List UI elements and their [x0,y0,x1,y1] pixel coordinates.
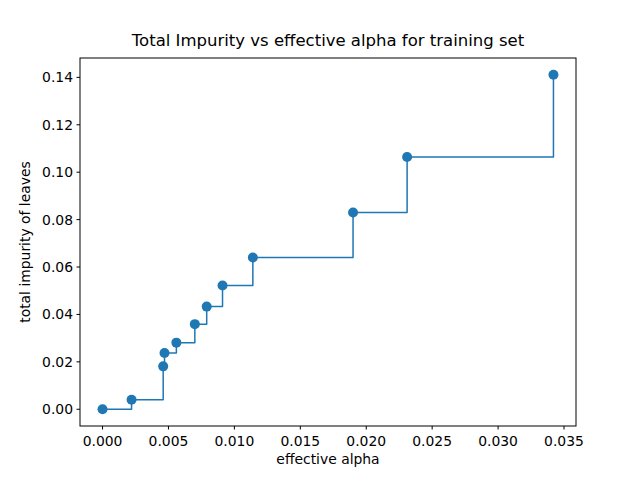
chart-canvas: 0.000 0.005 0.010 0.015 0.020 0.025 0.030 0.035… [0,0,640,480]
x-axis-label: effective alpha [276,451,379,467]
data-point-marker [348,207,358,217]
y-tick-label: 0.04 [42,306,73,322]
data-point-marker [202,302,212,312]
x-tick-label: 0.015 [280,433,320,449]
data-point-marker [548,70,558,80]
data-point-marker [98,404,108,414]
data-point-marker [218,281,228,291]
x-tick-label: 0.025 [412,433,452,449]
y-tick-label: 0.14 [42,69,73,85]
x-tick-label: 0.035 [544,433,584,449]
y-tick-label: 0.06 [42,259,73,275]
data-point-marker [160,348,170,358]
plot-area: 0.000 0.005 0.010 0.015 0.020 0.025 0.030 0.035… [42,58,584,449]
y-axis-label: total impurity of leaves [17,161,33,323]
y-tick-label: 0.00 [42,401,73,417]
y-tick-label: 0.10 [42,164,73,180]
x-tick-label: 0.030 [478,433,518,449]
data-point-marker [190,319,200,329]
chart-title: Total Impurity vs effective alpha for tr… [131,31,525,50]
data-point-marker [127,395,137,405]
step-line [103,75,554,410]
axes-frame [80,58,576,426]
y-tick-label: 0.02 [42,354,73,370]
data-point-marker [402,152,412,162]
data-point-marker [158,361,168,371]
data-point-marker [171,338,181,348]
x-tick-label: 0.005 [149,433,189,449]
y-tick-label: 0.12 [42,117,73,133]
x-tick-label: 0.000 [83,433,123,449]
x-tick-label: 0.020 [346,433,386,449]
y-tick-label: 0.08 [42,212,73,228]
x-tick-label: 0.010 [214,433,254,449]
data-point-marker [248,253,258,263]
figure: 0.000 0.005 0.010 0.015 0.020 0.025 0.030 0.035… [0,0,640,480]
